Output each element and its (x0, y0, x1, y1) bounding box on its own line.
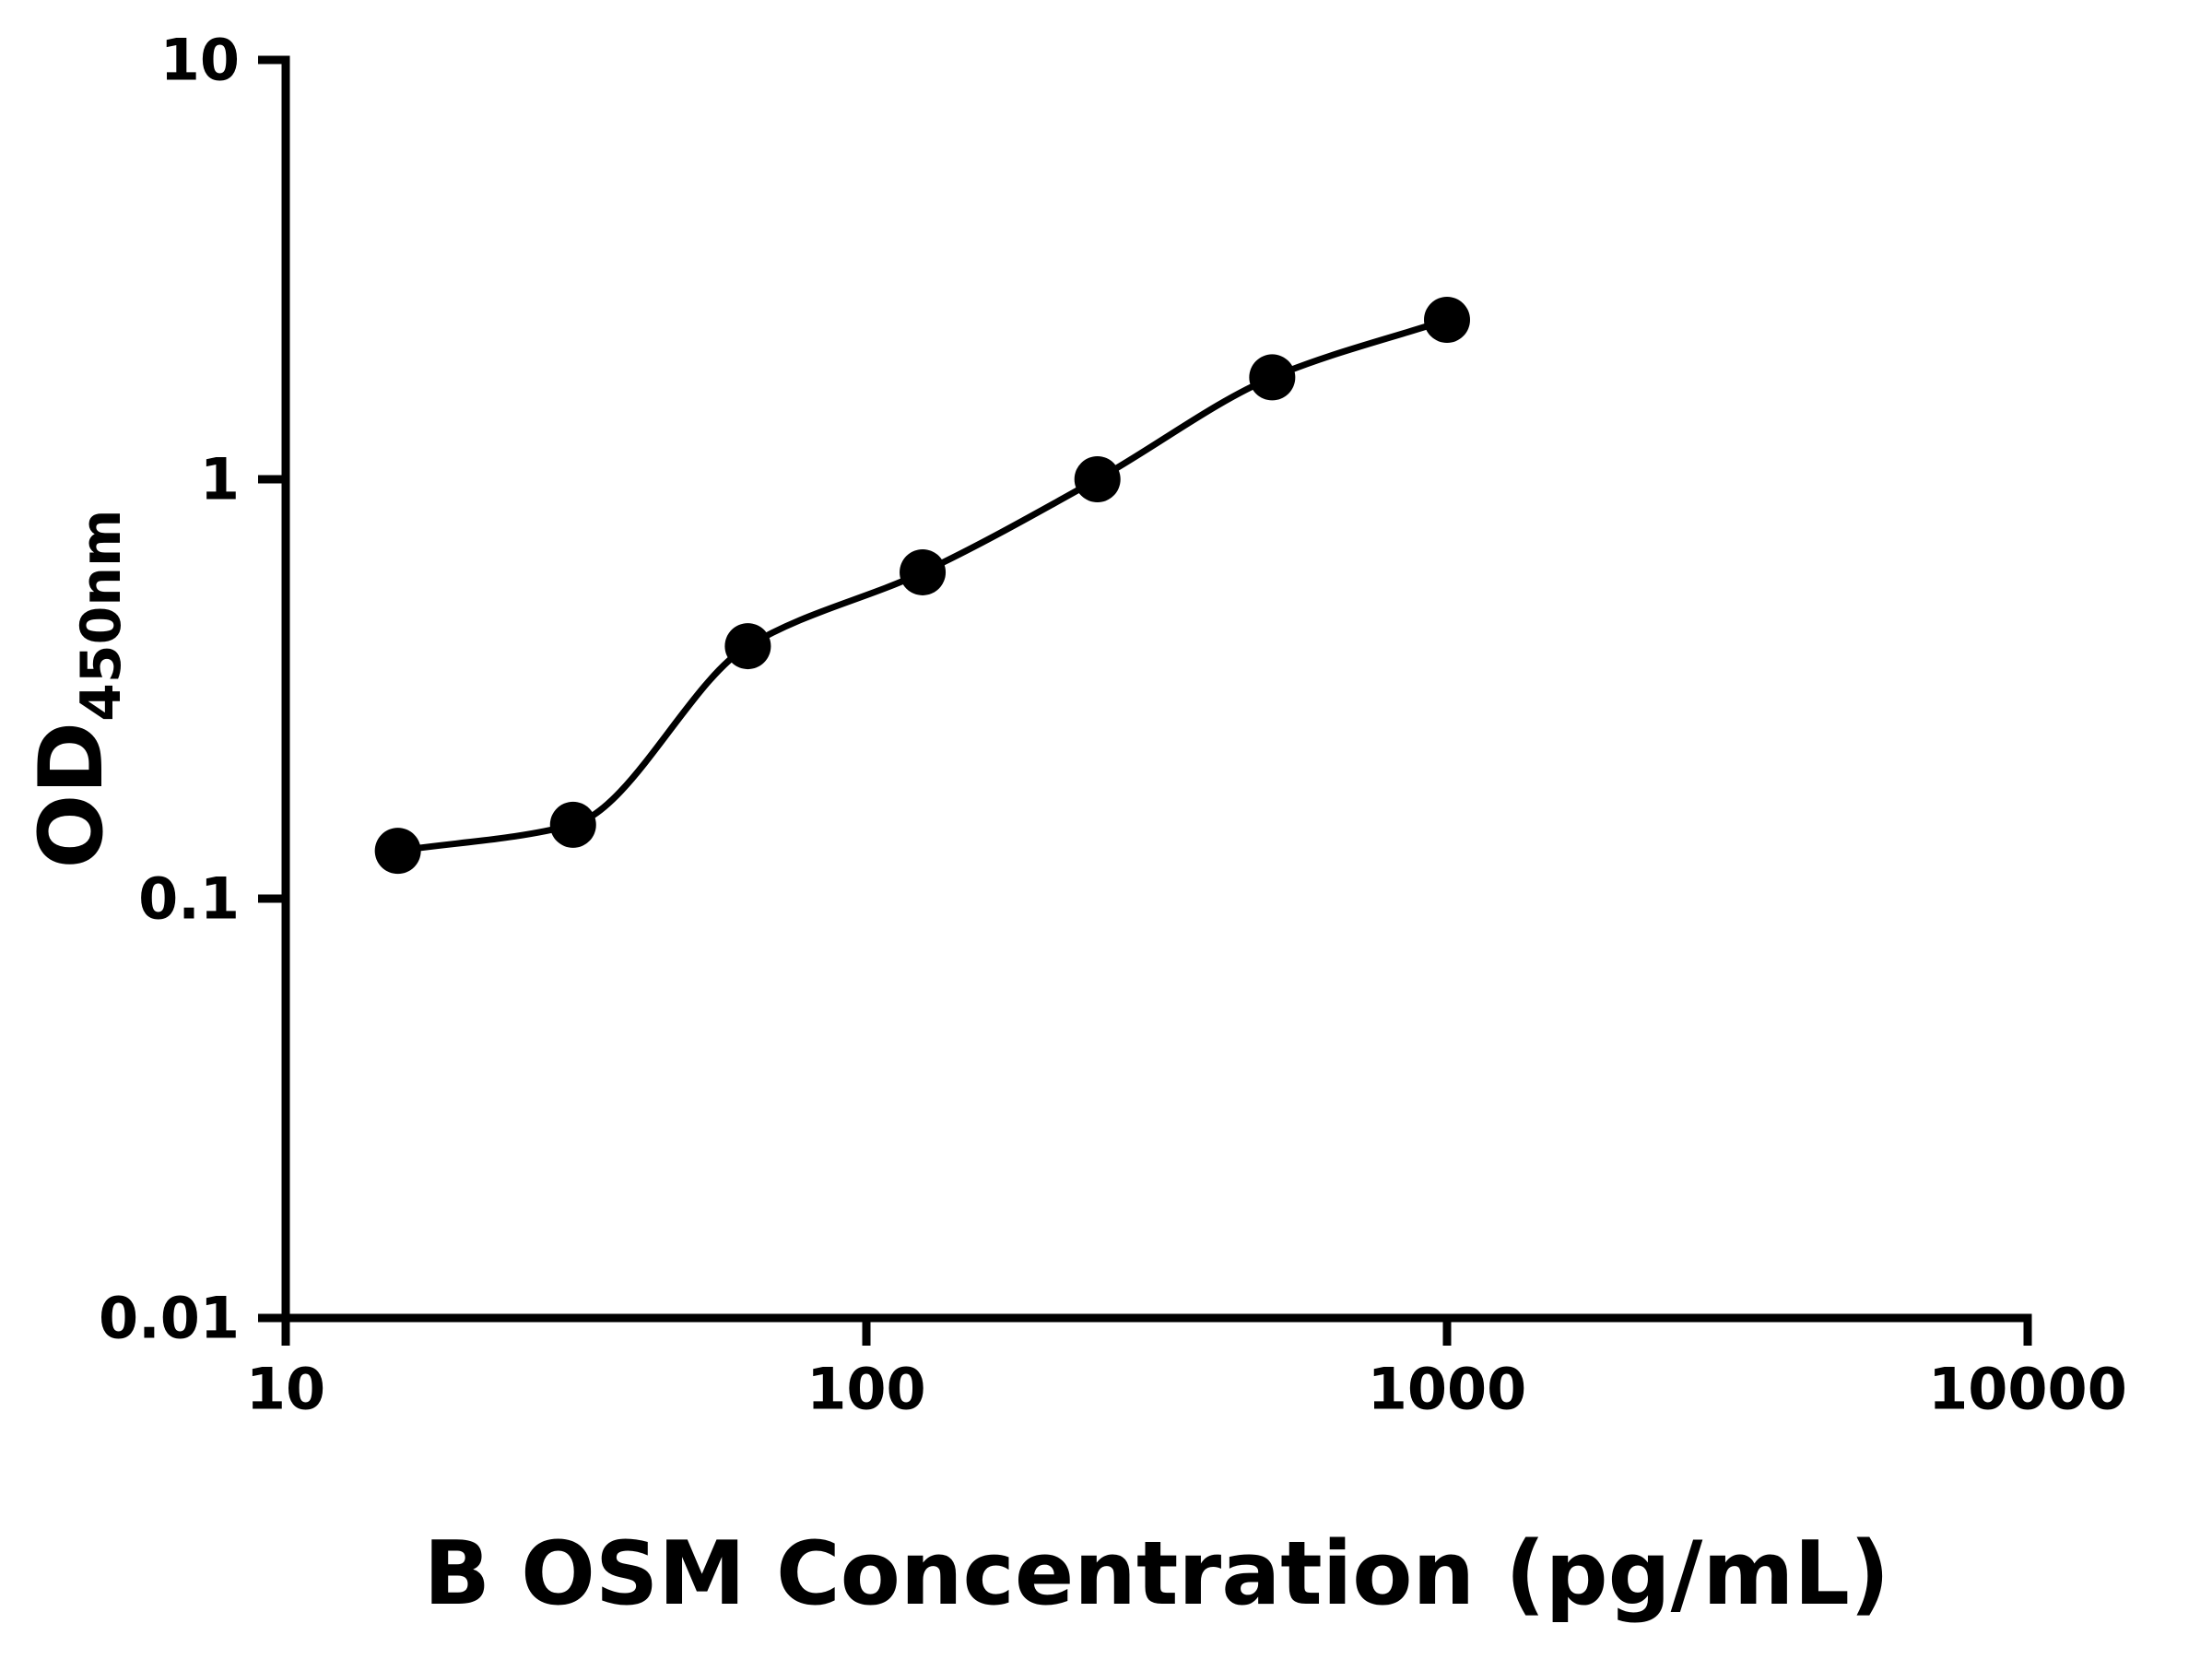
x-axis-tick-label: 100 (806, 1355, 925, 1422)
y-axis-title: OD450nm (21, 509, 134, 868)
data-point (900, 548, 947, 595)
y-axis-tick-label: 10 (160, 27, 240, 94)
x-axis-title: B OSM Concentration (pg/mL) (424, 1524, 1890, 1625)
data-point (724, 623, 771, 670)
data-point (374, 828, 421, 875)
y-axis-tick-label: 0.01 (99, 1285, 240, 1352)
x-axis-tick-label: 10 (246, 1355, 325, 1422)
data-point (1249, 354, 1296, 401)
data-point (1074, 456, 1121, 502)
axes-spine (281, 55, 2032, 1323)
data-point (1424, 297, 1470, 344)
y-axis-tick-label: 1 (200, 446, 240, 513)
y-axis-title-main: OD (21, 722, 123, 869)
y-axis-tick-label: 0.1 (138, 865, 240, 933)
data-point (549, 801, 596, 848)
y-axis-title-subscript: 450nm (69, 509, 134, 721)
x-axis-tick-label: 10000 (1928, 1355, 2127, 1422)
x-axis-tick-label: 1000 (1368, 1355, 1527, 1422)
